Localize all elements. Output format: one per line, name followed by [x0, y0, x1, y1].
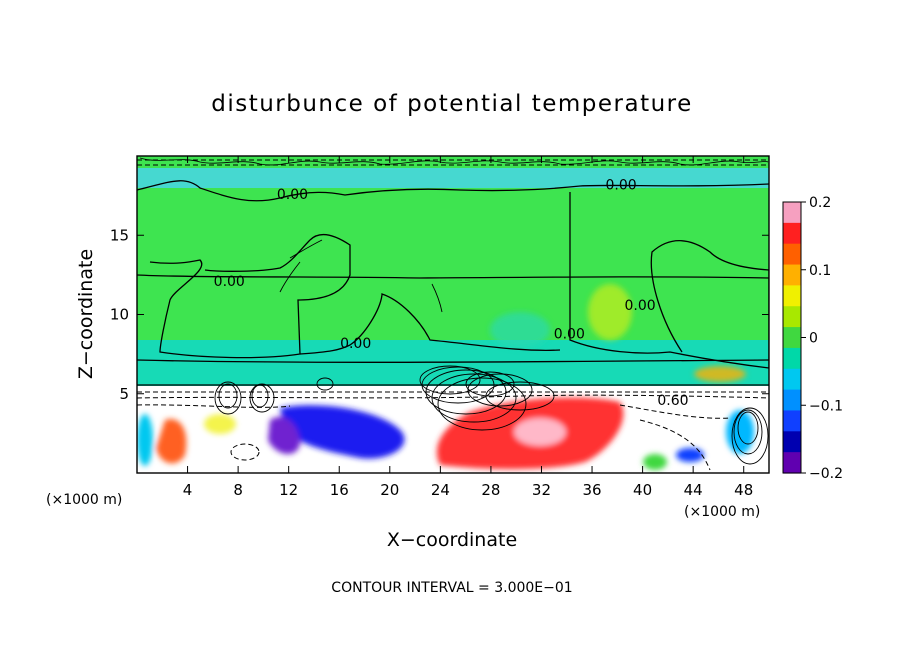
contour-top: [137, 180, 769, 202]
x-axis-label: X−coordinate: [387, 529, 517, 551]
contour-label: 0.00: [340, 336, 371, 352]
colorbar-tick-label: 0.2: [809, 195, 831, 211]
colorbar-swatch: [783, 389, 801, 412]
x-tick-label: 8: [233, 481, 243, 499]
warm-anomaly-left: [156, 419, 187, 464]
colorbar-tick-label: 0: [809, 331, 818, 347]
top-edge-contours: [139, 157, 769, 166]
x-tick-label: 24: [431, 481, 450, 499]
y-axis-label: Z−coordinate: [75, 249, 97, 379]
colorbar-swatch: [783, 243, 801, 266]
x-tick-label: 44: [684, 481, 703, 499]
warm-patch-right-low: [694, 366, 746, 382]
contour-band: [137, 274, 769, 279]
x-tick-label: 20: [380, 481, 399, 499]
colorbar-swatch: [783, 452, 801, 474]
colorbar-swatches: [783, 202, 801, 474]
colorbar-swatch: [783, 222, 801, 245]
colorbar-swatch: [783, 368, 801, 391]
x-tick-label: 40: [633, 481, 652, 499]
x-tick-label: 28: [481, 481, 500, 499]
yellow-ring: [204, 414, 236, 434]
x-tick-label: 32: [532, 481, 551, 499]
contour-label: 0.00: [606, 178, 637, 194]
contour-label: 0.00: [277, 187, 308, 203]
warm-core: [514, 418, 566, 446]
colorbar-swatch: [783, 306, 801, 328]
x-axis-ticks: 4 8 12 16 20 24 28 32 36 40 44 48: [183, 156, 753, 499]
colorbar-swatch: [783, 202, 801, 224]
upper-band: [137, 340, 769, 386]
y-tick-label: 15: [110, 226, 129, 244]
colorbar-ticks: 0.2 0.1 0 −0.1 −0.2: [801, 195, 843, 482]
colorbar-swatch: [783, 410, 801, 432]
negative-contours: [137, 159, 769, 471]
contour-labels: 0.00 0.00 0.00 0.00 0.00 0.00 0.60: [214, 178, 689, 410]
x-unit-label: (×1000 m): [684, 504, 760, 520]
cool-patch-mid: [490, 312, 550, 348]
contour-label: 0.60: [657, 393, 688, 409]
colorbar: 0.2 0.1 0 −0.1 −0.2: [782, 195, 843, 482]
cold-bottom: [676, 448, 704, 462]
plot-area: [137, 156, 769, 473]
colorbar-tick-label: 0.1: [809, 263, 831, 279]
top-band: [137, 168, 769, 188]
cold-anomaly-2: [268, 416, 300, 455]
colorbar-swatch: [783, 264, 801, 286]
x-tick-label: 4: [183, 481, 193, 499]
cold-anomaly: [280, 405, 405, 459]
z-unit-label: (×1000 m): [46, 492, 122, 508]
dense-contours: [214, 239, 769, 465]
contour-middle: [299, 293, 561, 355]
contour-label: 0.00: [214, 274, 245, 290]
green-patch: [643, 454, 667, 470]
x-tick-label: 16: [330, 481, 349, 499]
cyan-patch-left: [137, 414, 153, 466]
x-tick-label: 12: [279, 481, 298, 499]
colorbar-tick-label: −0.1: [809, 398, 843, 414]
colorbar-swatch: [783, 347, 801, 370]
contour-interval-text: CONTOUR INTERVAL = 3.000E−01: [331, 580, 572, 596]
colorbar-swatch: [783, 431, 801, 453]
contour-right-region: [569, 192, 769, 369]
zero-contours: [137, 180, 769, 386]
contour-upper-mid: [137, 359, 769, 363]
y-tick-label: 5: [119, 385, 129, 403]
x-tick-label: 48: [734, 481, 753, 499]
warm-patch-right: [588, 284, 632, 340]
y-axis-ticks: 5 10 15: [110, 226, 769, 403]
y-tick-label: 10: [110, 306, 129, 324]
colorbar-swatch: [783, 285, 801, 307]
colorbar-swatch: [783, 327, 801, 349]
anomaly-patches: [137, 284, 754, 470]
chart-title: disturbunce of potential temperature: [211, 91, 693, 117]
x-tick-label: 36: [582, 481, 601, 499]
contour-label: 0.00: [624, 298, 655, 314]
colorbar-tick-label: −0.2: [809, 466, 843, 482]
contour-label: 0.00: [554, 327, 585, 343]
cyan-patch-right: [726, 410, 754, 454]
